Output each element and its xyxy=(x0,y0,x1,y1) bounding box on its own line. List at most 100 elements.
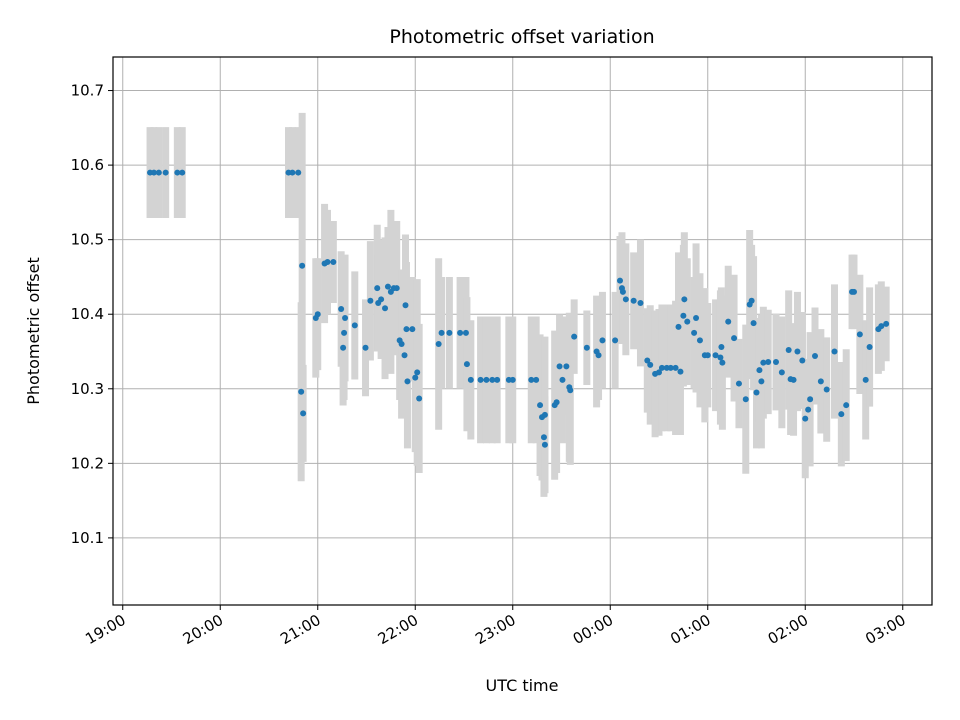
data-point xyxy=(742,396,749,403)
data-point xyxy=(843,402,850,409)
data-point xyxy=(362,344,369,351)
data-point xyxy=(756,367,763,374)
chart-title: Photometric offset variation xyxy=(389,26,654,48)
plot-frame xyxy=(112,56,933,606)
data-point xyxy=(416,395,423,402)
data-point xyxy=(765,358,772,365)
data-point xyxy=(382,305,389,312)
data-point xyxy=(684,318,691,325)
data-point xyxy=(403,326,410,333)
data-point xyxy=(717,354,724,361)
data-point xyxy=(622,296,629,303)
y-tick-label: 10.3 xyxy=(71,380,104,398)
data-point xyxy=(595,352,602,359)
data-point xyxy=(298,388,305,395)
data-point xyxy=(150,169,157,176)
data-point xyxy=(823,386,830,393)
data-point xyxy=(725,318,732,325)
data-point xyxy=(790,376,797,383)
data-point xyxy=(528,376,535,383)
data-point xyxy=(404,378,411,385)
data-point xyxy=(509,376,516,383)
data-point xyxy=(338,306,345,313)
data-point xyxy=(838,411,845,418)
data-point xyxy=(750,320,757,327)
data-point xyxy=(289,169,296,176)
data-point xyxy=(617,277,623,284)
data-point xyxy=(658,364,665,371)
y-tick-label: 10.7 xyxy=(71,82,104,100)
y-axis: 10.1 10.2 10.3 10.4 10.5 10.6 10.7 xyxy=(71,82,113,547)
data-point xyxy=(630,297,637,304)
data-point xyxy=(862,376,869,383)
data-point xyxy=(599,337,606,344)
data-point xyxy=(155,169,162,176)
data-point xyxy=(712,352,719,359)
data-point xyxy=(680,312,687,319)
data-point xyxy=(401,352,408,359)
data-point xyxy=(656,369,662,376)
y-tick-label: 10.5 xyxy=(71,231,104,249)
data-point xyxy=(438,329,445,336)
data-point xyxy=(812,352,818,359)
data-point xyxy=(553,399,560,406)
data-point xyxy=(477,376,484,383)
data-point xyxy=(378,296,385,303)
data-point xyxy=(794,348,801,355)
data-point xyxy=(414,369,421,376)
data-point xyxy=(174,169,181,176)
data-point xyxy=(435,341,442,348)
data-point xyxy=(878,323,885,330)
data-point xyxy=(807,396,814,403)
data-point xyxy=(489,376,496,383)
data-point xyxy=(559,376,566,383)
data-point xyxy=(540,434,547,441)
y-tick-label: 10.4 xyxy=(71,305,104,323)
data-point xyxy=(691,329,698,336)
data-point xyxy=(883,320,890,327)
data-point xyxy=(612,337,619,344)
data-point xyxy=(805,406,812,413)
y-tick-label: 10.6 xyxy=(71,156,104,174)
data-point xyxy=(393,285,400,292)
data-point xyxy=(718,344,725,351)
y-tick-label: 10.1 xyxy=(71,529,104,547)
data-point xyxy=(341,329,348,336)
data-point xyxy=(758,378,765,385)
data-point xyxy=(667,364,674,371)
data-point xyxy=(802,415,809,422)
data-point xyxy=(785,347,792,354)
data-point xyxy=(537,402,544,409)
data-point xyxy=(494,376,501,383)
data-point xyxy=(463,361,470,368)
data-point xyxy=(162,169,169,176)
data-point xyxy=(541,411,548,418)
data-point xyxy=(409,326,416,333)
data-point xyxy=(831,348,838,355)
data-point xyxy=(851,288,857,295)
data-point xyxy=(672,364,679,371)
data-point xyxy=(300,410,307,417)
data-point xyxy=(704,352,711,359)
grid xyxy=(113,57,932,605)
data-point xyxy=(446,329,453,336)
data-point xyxy=(583,344,590,351)
data-point xyxy=(647,361,654,368)
data-point xyxy=(619,288,626,295)
data-point xyxy=(541,441,548,448)
data-point xyxy=(760,359,767,366)
data-point xyxy=(693,314,700,321)
data-point xyxy=(457,329,464,336)
data-point xyxy=(696,337,703,344)
data-point xyxy=(314,311,321,318)
data-point xyxy=(719,359,726,366)
data-point xyxy=(384,283,391,290)
data-point xyxy=(556,363,563,370)
data-point xyxy=(324,259,331,266)
y-axis-title: Photometric offset xyxy=(24,257,43,405)
data-point xyxy=(412,374,419,381)
data-point xyxy=(483,376,490,383)
data-point xyxy=(856,331,863,338)
data-point xyxy=(374,285,381,292)
